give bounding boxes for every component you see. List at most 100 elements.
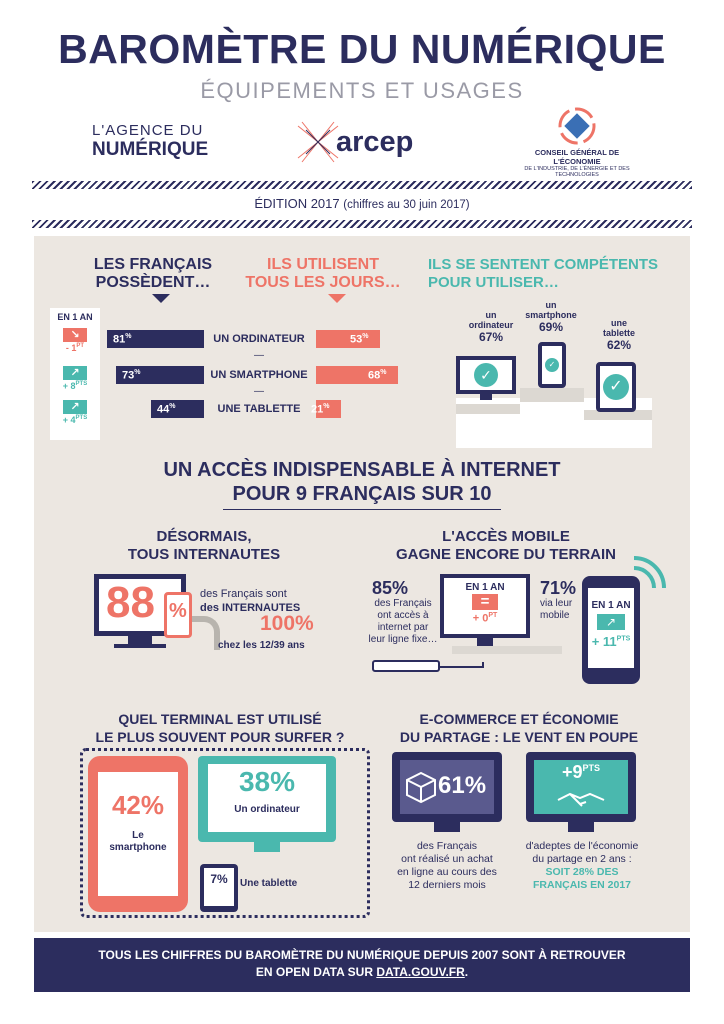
internet-heading-line-2: POUR 9 FRANÇAIS SUR 10 xyxy=(222,482,502,510)
page-subtitle: ÉQUIPEMENTS ET USAGES xyxy=(200,78,524,103)
mobile-value: 71% xyxy=(540,578,577,598)
heading-use-line-1: ILS UTILISENT xyxy=(267,256,379,273)
users-text-line-2: des INTERNAUTES xyxy=(200,602,301,614)
logo-line-1: L'AGENCE DU xyxy=(92,122,204,139)
edition-label: ÉDITION 2017 xyxy=(254,196,340,211)
cge-logo: CONSEIL GÉNÉRAL DE L'ÉCONOMIE DE L'INDUS… xyxy=(512,106,642,178)
evolution-title: EN 1 AN xyxy=(57,312,93,322)
sharing-text-line-4: FRANÇAIS EN 2017 xyxy=(532,879,632,891)
computer-stand xyxy=(254,842,280,852)
equipment-row-label: UN ORDINATEUR xyxy=(213,333,305,345)
competence-label: un ordinateur 67% xyxy=(468,310,514,344)
fixed-text: des Français ont accès à internet par le… xyxy=(368,598,438,646)
mobile-heading-line-1: L'ACCÈS MOBILE xyxy=(442,528,570,545)
desk-icon xyxy=(452,646,562,654)
footer-line-2-prefix: EN OPEN DATA SUR xyxy=(255,965,377,979)
open-data-link[interactable]: DATA.GOUV.FR xyxy=(376,965,465,979)
use-bar-label: 68% xyxy=(368,369,387,382)
arrow-down-icon: ↘ xyxy=(63,328,87,342)
use-bar-label: 53% xyxy=(350,333,369,346)
fixed-evo-value: + 0 xyxy=(472,612,489,625)
heading-use: ILS UTILISENT TOUS LES JOURS… xyxy=(238,256,408,292)
own-bar-label: 73% xyxy=(122,369,141,382)
tablet-label: Une tablette xyxy=(240,878,298,889)
users-monitor-stand xyxy=(128,636,152,644)
sharing-text: d'adeptes de l'économie du partage en 2 … xyxy=(512,840,652,892)
arcep-logo: arcep xyxy=(296,120,436,164)
heading-own-line-1: LES FRANÇAIS xyxy=(93,256,213,273)
check-icon: ✓ xyxy=(474,363,498,387)
arrow-up-icon: ↗ xyxy=(63,400,87,414)
fixed-monitor-stand xyxy=(477,638,493,646)
mobile-text-line-2: mobile xyxy=(540,610,570,621)
smartphone-screen xyxy=(98,772,178,896)
own-bar-label: 81% xyxy=(113,333,132,346)
sharing-value: +9PTS xyxy=(534,762,628,783)
ecommerce-heading: E-COMMERCE ET ÉCONOMIE DU PARTAGE : LE V… xyxy=(384,710,654,746)
mobile-evo-value: + 11 xyxy=(591,634,617,649)
fixed-text-line-2: ont accès à xyxy=(377,610,429,621)
row-separator: — xyxy=(254,386,264,397)
cge-emblem-icon xyxy=(558,107,596,145)
edition-note: (chiffres au 30 juin 2017) xyxy=(343,199,470,211)
tablet-screen xyxy=(204,868,234,906)
users-text-line-1: des Français sont xyxy=(200,588,287,600)
ecommerce-heading-line-2: DU PARTAGE : LE VENT EN POUPE xyxy=(399,729,639,745)
cge-line-1: CONSEIL GÉNÉRAL DE L'ÉCONOMIE xyxy=(534,148,620,166)
page-title: BAROMÈTRE DU NUMÉRIQUE xyxy=(58,26,666,72)
edition-line: ÉDITION 2017 (chiffres au 30 juin 2017) xyxy=(0,196,724,211)
users-value: 88 xyxy=(106,578,155,627)
mobile-evo-unit: PTS xyxy=(616,635,631,643)
own-bar-label: 44% xyxy=(157,403,176,416)
row-separator: — xyxy=(254,350,264,361)
terminal-dotted-frame xyxy=(80,748,370,918)
competence-label: une tablette 62% xyxy=(602,318,635,352)
mobile-evo-up-icon: ↗ xyxy=(597,614,625,630)
purchase-monitor-stand xyxy=(434,822,460,832)
logo-line-2: NUMÉRIQUE xyxy=(92,139,209,160)
own-bar xyxy=(107,330,204,348)
terminal-heading-line-1: QUEL TERMINAL EST UTILISÉ xyxy=(118,711,322,727)
use-bar-label: 21% xyxy=(311,403,330,416)
young-value: 100% xyxy=(260,612,314,635)
purchase-monitor-screen xyxy=(400,760,494,814)
sharing-monitor-stand xyxy=(568,822,594,832)
smartphone-label-line-1: Le xyxy=(132,830,144,841)
heading-comp-line-1: ILS SE SENTENT COMPÉTENTS xyxy=(428,256,659,273)
fixed-text-line-3: internet par xyxy=(377,622,429,633)
purchase-text-line-4: 12 derniers mois xyxy=(408,879,486,891)
purchase-text-line-2: ont réalisé un achat xyxy=(401,853,493,865)
computer-label: Un ordinateur xyxy=(234,804,300,815)
fixed-text-line-4: leur ligne fixe… xyxy=(368,634,438,645)
equipment-row-label: UNE TABLETTE xyxy=(217,403,301,415)
check-icon: ✓ xyxy=(545,358,559,372)
mobile-text: via leur mobile xyxy=(540,598,572,622)
fixed-evo-title: EN 1 AN xyxy=(465,582,505,593)
fixed-evo: + 0PT xyxy=(440,612,530,625)
footer-banner: TOUS LES CHIFFRES DU BAROMÈTRE DU NUMÉRI… xyxy=(34,938,690,992)
computer-value: 38% xyxy=(238,766,296,797)
users-phone-icon xyxy=(164,592,192,638)
smartphone-label-line-2: smartphone xyxy=(109,842,167,853)
evolution-item: ↗ + 4PTS xyxy=(62,400,88,425)
cge-line-2: DE L'INDUSTRIE, DE L'ÉNERGIE ET DES TECH… xyxy=(524,166,630,178)
fixed-evo-unit: PT xyxy=(488,612,498,619)
parcel-icon xyxy=(406,771,436,804)
use-pointer-icon xyxy=(328,294,346,303)
fixed-evo-box: = xyxy=(472,594,498,610)
users-text: des Français sont des INTERNAUTES xyxy=(200,587,300,615)
heading-use-line-2: TOUS LES JOURS… xyxy=(245,274,401,291)
use-bar xyxy=(316,400,341,418)
internet-heading: UN ACCÈS INDISPENSABLE À INTERNET POUR 9… xyxy=(34,458,690,510)
fixed-value: 85% xyxy=(372,578,409,598)
footer-line-2-suffix: . xyxy=(464,965,469,979)
mobile-text-line-1: via leur xyxy=(540,598,573,609)
router-icon xyxy=(372,660,440,672)
purchase-text-line-1: des Français xyxy=(416,840,478,852)
competence-label: un smartphone 69% xyxy=(525,300,577,334)
competence-computer-stand xyxy=(480,394,492,400)
hatch-divider-bottom xyxy=(32,220,692,228)
tablet-value: 7% xyxy=(210,872,228,886)
handshake-icon xyxy=(557,792,605,807)
own-pointer-icon xyxy=(152,294,170,303)
